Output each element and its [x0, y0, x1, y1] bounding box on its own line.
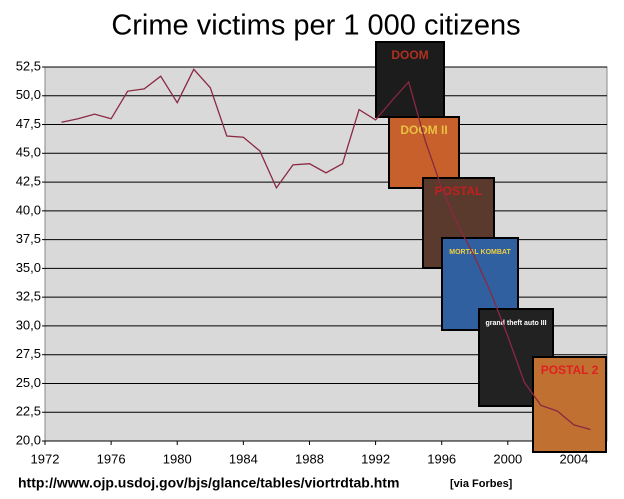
y-tick-label: 22,5	[16, 404, 41, 419]
cover-label: DOOM	[391, 48, 428, 62]
x-tick-label: 1984	[229, 451, 258, 466]
y-tick-label: 50,0	[16, 87, 41, 102]
x-tick-label: 1996	[427, 451, 456, 466]
y-tick-label: 27,5	[16, 346, 41, 361]
y-tick-label: 30,0	[16, 317, 41, 332]
x-tick-label: 1976	[97, 451, 126, 466]
cover: DOOM	[375, 41, 445, 118]
cover-box	[388, 116, 460, 189]
cover-label: MORTAL KOMBAT	[449, 249, 511, 256]
cover-box	[532, 356, 607, 453]
source-note: [via Forbes]	[450, 478, 513, 490]
y-tick-label: 42,5	[16, 174, 41, 189]
x-tick-label: 1992	[361, 451, 390, 466]
y-tick-label: 47,5	[16, 116, 41, 131]
y-tick-label: 37,5	[16, 231, 41, 246]
x-tick-label: 2000	[493, 451, 522, 466]
cover-label: POSTAL	[435, 184, 483, 198]
y-tick-label: 25,0	[16, 375, 41, 390]
x-tick-label: 1972	[31, 451, 60, 466]
cover-box	[375, 41, 445, 118]
y-tick-label: 20,0	[16, 432, 41, 447]
y-tick-label: 52,5	[16, 58, 41, 73]
cover-label: grand theft auto III	[485, 320, 546, 327]
x-tick-label: 2004	[559, 451, 588, 466]
y-tick-label: 32,5	[16, 289, 41, 304]
chart-title: Crime victims per 1 000 citizens	[111, 10, 520, 42]
y-tick-label: 35,0	[16, 260, 41, 275]
cover-label: DOOM II	[400, 123, 447, 137]
source: http://www.ojp.usdoj.gov/bjs/glance/tabl…	[18, 475, 399, 491]
cover-label: POSTAL 2	[541, 363, 599, 377]
cover: DOOM II	[388, 116, 460, 189]
x-tick-label: 1980	[163, 451, 192, 466]
data-line	[61, 68, 591, 431]
x-tick-label: 1988	[295, 451, 324, 466]
y-tick-label: 40,0	[16, 202, 41, 217]
cover: POSTAL 2	[532, 356, 607, 453]
y-tick-label: 45,0	[16, 145, 41, 160]
